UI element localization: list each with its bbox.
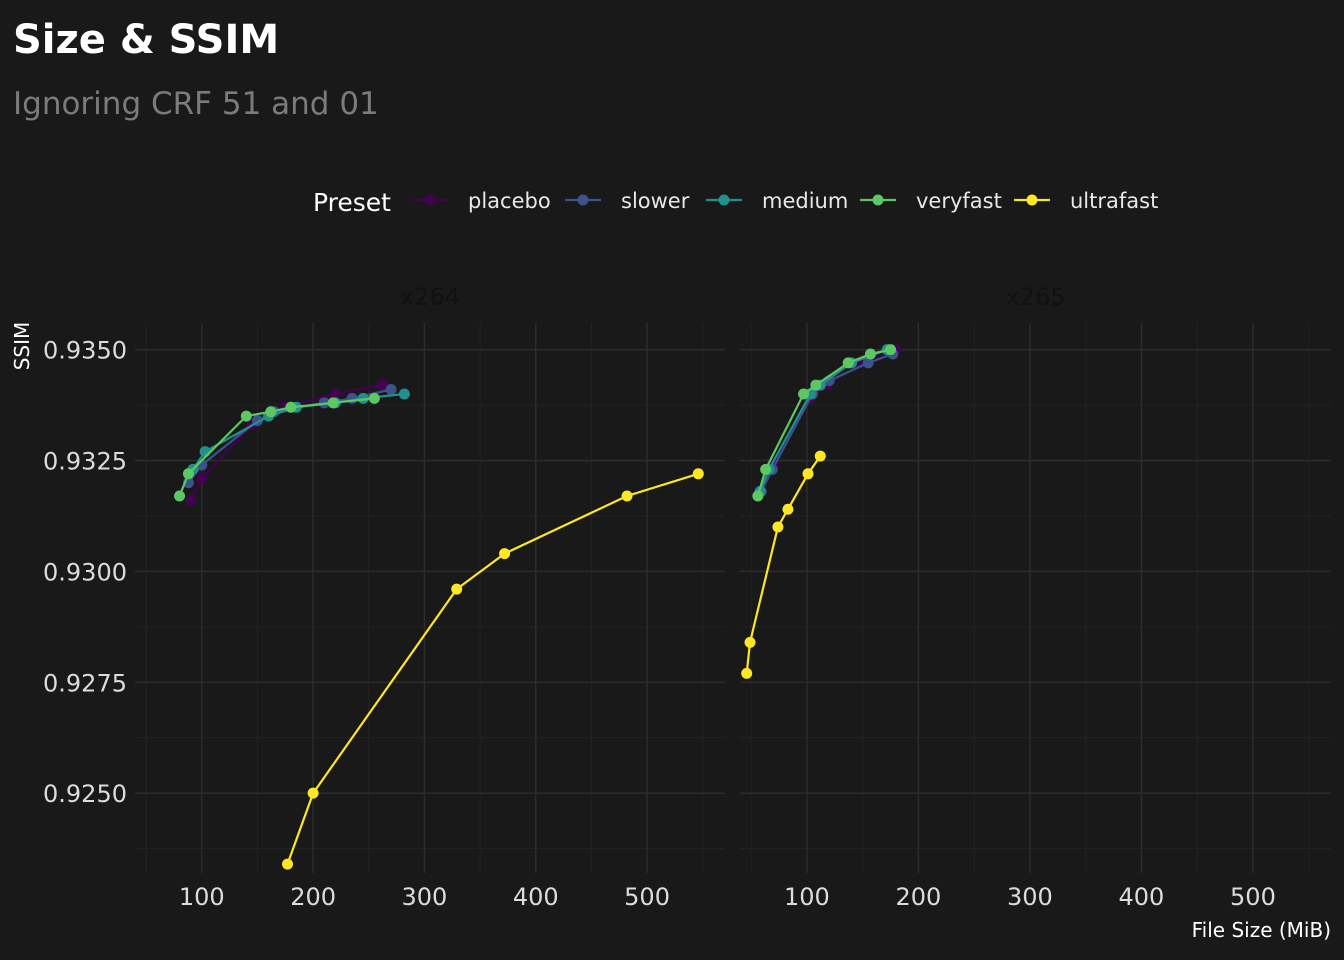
series-ultrafast: [741, 450, 826, 679]
data-point: [798, 388, 810, 400]
data-point: [864, 348, 876, 360]
y-tick-label: 0.9275: [43, 669, 127, 697]
x-tick-label: 400: [1119, 883, 1165, 911]
legend-item-medium: medium: [706, 189, 848, 213]
legend-key-point: [577, 194, 589, 206]
series-line-placebo: [758, 348, 897, 493]
legend-label-ultrafast: ultrafast: [1070, 189, 1158, 213]
data-point: [376, 379, 388, 391]
series-line-veryfast: [756, 348, 891, 497]
data-point: [398, 388, 410, 400]
series-slower: [755, 348, 899, 498]
y-axis-title: SSIM: [10, 322, 34, 371]
series-ultrafast: [282, 468, 704, 870]
legend: Preset placebo slower medium veryfast ultraf…: [313, 188, 1158, 217]
legend-key-point: [1026, 194, 1038, 206]
legend-item-placebo: placebo: [412, 189, 551, 213]
data-point: [368, 392, 380, 404]
data-point: [357, 392, 369, 404]
legend-item-veryfast: veryfast: [860, 189, 1002, 213]
data-point: [744, 636, 756, 648]
x-tick-label: 300: [402, 883, 448, 911]
x-axis-title: File Size (MiB): [1192, 918, 1331, 942]
y-tick-label: 0.9325: [43, 448, 127, 476]
x-tick-label: 500: [624, 883, 670, 911]
legend-key-point: [424, 194, 436, 206]
legend-item-slower: slower: [565, 189, 690, 213]
legend-item-ultrafast: ultrafast: [1014, 189, 1158, 213]
x-tick-label: 100: [179, 883, 225, 911]
y-tick-label: 0.9250: [43, 780, 127, 808]
chart-subtitle: Ignoring CRF 51 and 01: [13, 86, 379, 122]
chart-title: Size & SSIM: [13, 17, 279, 63]
data-point: [741, 667, 753, 679]
x-tick-label: 500: [1230, 883, 1276, 911]
data-point: [265, 406, 277, 418]
data-point: [240, 410, 252, 422]
facet-label-x265: x265: [1005, 283, 1065, 311]
data-point: [499, 548, 511, 560]
legend-title: Preset: [313, 188, 391, 217]
data-point: [385, 384, 397, 396]
data-point: [802, 468, 814, 480]
gridlines: [740, 323, 1331, 873]
x-tick-label: 300: [1007, 883, 1053, 911]
data-point: [885, 344, 897, 356]
x-tick-label: 400: [513, 883, 559, 911]
x-tick-label: 200: [896, 883, 942, 911]
panel-x265: x265 100 200 300 400 500: [740, 283, 1331, 911]
series-medium: [754, 344, 893, 498]
data-point: [842, 357, 854, 369]
x-tick-label: 200: [290, 883, 336, 911]
data-point: [199, 446, 211, 458]
data-point: [185, 494, 197, 506]
data-point: [752, 490, 764, 502]
data-point: [692, 468, 704, 480]
data-point: [772, 521, 784, 533]
data-point: [621, 490, 633, 502]
data-point: [182, 468, 194, 480]
legend-label-slower: slower: [621, 189, 690, 213]
series-line-medium: [759, 348, 888, 492]
panel-x264: x264 100 200 300 400 500 0.9250 0.9275 0.9300 0.9…: [43, 283, 725, 911]
data-point: [760, 463, 772, 475]
x-tick-label: 100: [784, 883, 830, 911]
y-tick-label: 0.9350: [43, 337, 127, 365]
data-point: [174, 490, 186, 502]
data-point: [282, 858, 294, 870]
facet-label-x264: x264: [400, 283, 460, 311]
data-point: [862, 357, 874, 369]
legend-label-veryfast: veryfast: [916, 189, 1002, 213]
data-point: [285, 401, 297, 413]
series-placebo: [753, 344, 902, 498]
legend-key-point: [872, 194, 884, 206]
data-point: [327, 397, 339, 409]
data-point: [451, 583, 463, 595]
series-line-ultrafast: [286, 472, 699, 865]
data-point: [814, 450, 826, 462]
series-line-slower: [760, 352, 894, 492]
data-point: [196, 472, 208, 484]
y-tick-label: 0.9300: [43, 558, 127, 586]
panels: x264 100 200 300 400 500 0.9250 0.9275 0.9300 0.9…: [43, 283, 1331, 911]
legend-key-point: [718, 194, 730, 206]
data-point: [329, 388, 341, 400]
data-point: [307, 787, 319, 799]
gridlines: [135, 323, 725, 873]
legend-label-medium: medium: [762, 189, 848, 213]
legend-label-placebo: placebo: [468, 189, 551, 213]
data-point: [782, 503, 794, 515]
series-veryfast: [752, 344, 897, 502]
data-point: [810, 379, 822, 391]
series-veryfast: [174, 392, 380, 502]
